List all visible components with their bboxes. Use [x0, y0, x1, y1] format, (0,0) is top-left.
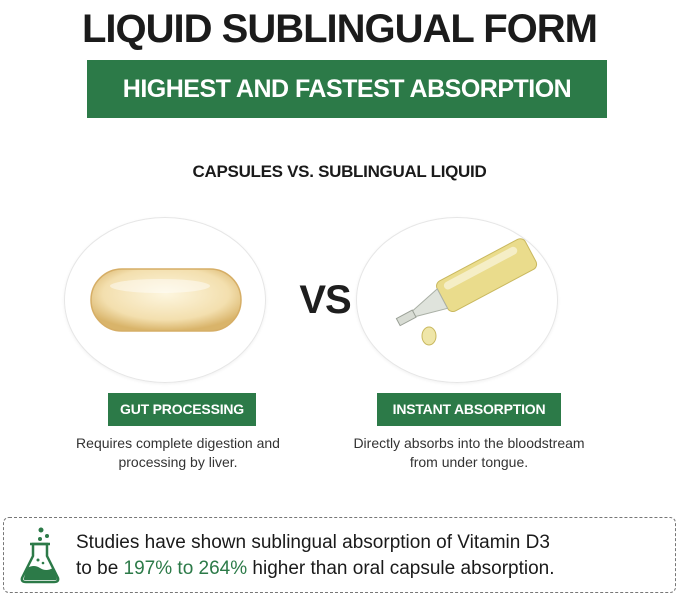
desc-line: processing by liver.: [118, 454, 238, 470]
instant-absorption-badge: INSTANT ABSORPTION: [377, 393, 561, 426]
liquid-dropper-image: [395, 238, 538, 346]
liquid-description: Directly absorbs into the bloodstream fr…: [329, 434, 609, 472]
desc-line: from under tongue.: [409, 454, 529, 470]
flask-icon: [20, 527, 60, 584]
headline-banner: HIGHEST AND FASTEST ABSORPTION: [87, 60, 607, 118]
softgel-capsule-image: [90, 268, 242, 332]
gut-processing-badge: GUT PROCESSING: [108, 393, 256, 426]
study-line-2: to be 197% to 264% higher than oral caps…: [76, 556, 666, 582]
capsule-description: Requires complete digestion and processi…: [38, 434, 318, 472]
desc-line: Directly absorbs into the bloodstream: [353, 435, 585, 451]
study-callout: Studies have shown sublingual absorption…: [3, 517, 676, 593]
versus-label: VS: [299, 278, 351, 322]
study-line-1: Studies have shown sublingual absorption…: [76, 532, 550, 553]
dropper-image-circle: [356, 217, 558, 383]
absorption-percentage: 197% to 264%: [123, 558, 248, 579]
page-title: LIQUID SUBLINGUAL FORM: [81, 7, 598, 51]
capsule-image-circle: [64, 217, 266, 383]
study-text-pre: to be: [76, 558, 124, 579]
study-text: Studies have shown sublingual absorption…: [76, 530, 666, 582]
desc-line: Requires complete digestion and: [76, 435, 280, 451]
study-text-post: higher than oral capsule absorption.: [247, 558, 555, 579]
section-subtitle: CAPSULES VS. SUBLINGUAL LIQUID: [192, 162, 487, 181]
